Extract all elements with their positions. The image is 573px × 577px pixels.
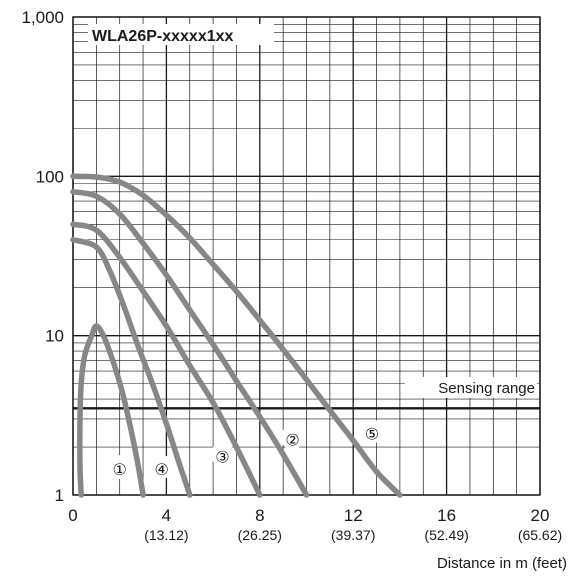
x-tick-sublabel: (52.49)	[424, 527, 468, 543]
curve-1	[77, 323, 146, 498]
curve-label: ⑤	[365, 427, 379, 444]
x-tick-label: 20	[531, 506, 550, 525]
curves: ① ② ③ ④ ⑤	[70, 173, 403, 498]
x-tick-sublabel: (65.62)	[518, 527, 562, 543]
x-tick-label: 4	[162, 506, 171, 525]
curve-3	[70, 221, 263, 498]
x-tick-label: 12	[344, 506, 363, 525]
y-tick-label: 100	[36, 167, 64, 186]
x-tick-sublabel: (13.12)	[144, 527, 188, 543]
curve-2	[70, 189, 310, 498]
x-axis-title: Distance in m (feet)	[437, 555, 567, 572]
curve-label: ④	[155, 462, 169, 479]
x-tick-label: 16	[437, 506, 456, 525]
ticks: 0 4 (13.12) 8 (26.25) 12 (39.37) 16 (52.49) 20 (65…	[21, 8, 562, 543]
curve-label-background	[210, 442, 235, 467]
curve-label-background	[359, 419, 384, 444]
x-tick-sublabel: (39.37)	[331, 527, 375, 543]
chart-title: WLA26P-xxxxx1xx	[92, 28, 234, 45]
labels: WLA26P-xxxxx1xx Sensing range Distance i…	[88, 24, 567, 572]
curve-label-background	[280, 425, 305, 450]
y-tick-label: 1,000	[21, 8, 64, 27]
x-tick-label: 0	[68, 506, 77, 525]
y-tick-label: 10	[45, 327, 64, 346]
x-tick-sublabel: (26.25)	[238, 527, 282, 543]
curve-4	[70, 236, 193, 498]
curve-label-background	[107, 454, 132, 479]
threshold-label-background	[405, 377, 537, 398]
threshold-label: Sensing range	[438, 380, 535, 397]
x-tick-label: 8	[255, 506, 264, 525]
curve-label: ①	[113, 462, 127, 479]
curve-label: ②	[285, 432, 299, 449]
chart-title-background	[88, 24, 274, 45]
grid	[72, 16, 541, 496]
y-tick-label: 1	[55, 486, 64, 505]
curve-label: ③	[215, 449, 229, 466]
curve-label-background	[149, 454, 174, 479]
curve-5	[70, 173, 403, 498]
